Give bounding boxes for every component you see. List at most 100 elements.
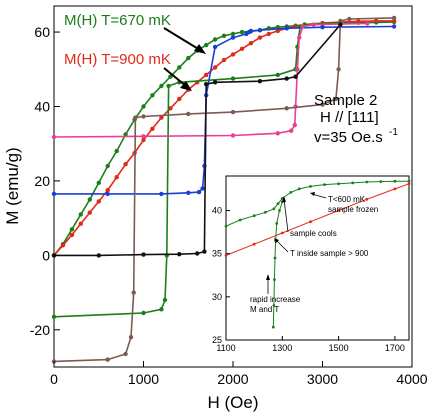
inset-data-point (365, 197, 369, 201)
inset-data-point (238, 218, 242, 222)
annotation-field-direction: H // [111] (320, 109, 379, 126)
arrow-900mk-head (180, 81, 192, 91)
inset-data-point (407, 182, 411, 186)
data-point (257, 28, 263, 33)
data-point (230, 52, 236, 57)
data-point (195, 251, 200, 256)
data-point (96, 199, 102, 204)
data-point (202, 249, 207, 254)
data-point (105, 191, 110, 197)
inset-data-point (393, 187, 397, 191)
data-point (266, 31, 271, 37)
inset-data-point (289, 191, 293, 194)
y-axis-label: M (emu/g) (3, 147, 22, 224)
data-point (292, 122, 297, 128)
inset-frame (225, 175, 410, 341)
data-point (123, 351, 128, 357)
data-point (204, 42, 209, 48)
data-point (159, 83, 164, 89)
inset-data-point (365, 180, 369, 184)
x-tick-label: 2000 (217, 371, 248, 387)
data-point (338, 22, 343, 27)
data-point (289, 128, 294, 133)
inset-data-point (278, 209, 281, 212)
inset-arrow-rapid-head (266, 274, 270, 280)
data-point (186, 190, 191, 195)
data-point (123, 132, 128, 137)
data-point (186, 111, 191, 117)
annotation-sweep-rate-exponent: -1 (389, 127, 398, 138)
inset-chart: 1100 1300 1500 1700 25 30 35 40 T<600 mK sample… (212, 175, 411, 353)
data-point (114, 148, 119, 154)
inset-data-point (224, 254, 228, 257)
data-point (297, 35, 302, 40)
data-point (200, 186, 205, 191)
data-point (69, 227, 75, 232)
series-label-670mk: M(H) T=670 mK (64, 12, 171, 29)
inset-data-point (393, 179, 397, 183)
data-point (166, 83, 171, 89)
x-tick-label: 3000 (307, 371, 338, 387)
data-point (159, 115, 164, 120)
inset-data-point (252, 214, 256, 218)
data-point (123, 162, 128, 167)
y-tick-label: 0 (42, 247, 50, 263)
data-point (338, 18, 343, 24)
data-point (51, 314, 57, 319)
inset-data-point (337, 209, 340, 212)
inset-data-point (309, 185, 312, 188)
data-point (239, 29, 245, 35)
inset-data-point (273, 278, 276, 281)
inset-series-layer (224, 179, 411, 329)
data-point (212, 65, 218, 70)
inset-y-tick-label: 35 (212, 249, 222, 259)
inset-data-point (272, 304, 276, 307)
series-line (53, 17, 395, 363)
data-point (177, 65, 182, 70)
data-point (212, 80, 218, 85)
data-point (87, 197, 93, 202)
arrow-670mk (163, 27, 201, 51)
data-point (239, 46, 245, 51)
data-point (128, 335, 134, 340)
data-point (230, 133, 236, 138)
inset-data-point (224, 224, 228, 228)
data-point (365, 21, 370, 26)
data-point (114, 175, 119, 180)
data-point (257, 35, 263, 40)
inset-data-point (264, 210, 267, 214)
data-point (221, 33, 227, 38)
inset-data-point (337, 182, 340, 186)
data-point (336, 67, 341, 72)
inset-annotation-cools: sample cools (290, 229, 337, 238)
data-point (230, 35, 236, 40)
x-tick-label: 1000 (128, 371, 159, 387)
data-point (159, 191, 164, 197)
inset-arrow-cools-head (282, 196, 286, 202)
inset-tick-layer: 1100 1300 1500 1700 25 30 35 40 (212, 206, 405, 353)
series-label-900mk: M(H) T=900 mK (64, 51, 171, 68)
data-point (141, 310, 146, 316)
data-point (177, 252, 182, 257)
inset-x-tick-label: 1100 (216, 343, 235, 353)
x-tick-label: 0 (50, 371, 58, 387)
data-point (141, 104, 146, 109)
data-point (141, 137, 146, 143)
inset-arrow-frozen (311, 193, 327, 199)
inset-x-tick-label: 1300 (272, 343, 292, 353)
inset-data-point (272, 207, 276, 211)
inset-arrow-frozen-head (310, 192, 315, 196)
data-point (69, 232, 75, 238)
inset-data-point (271, 325, 275, 329)
inset-series-line (225, 183, 410, 256)
data-point (159, 307, 164, 312)
x-tick-label: 4000 (396, 371, 427, 387)
annotation-sample: Sample 2 (314, 92, 377, 109)
y-tick-label: 20 (34, 173, 50, 189)
data-point (212, 37, 218, 42)
data-point (105, 163, 110, 169)
data-point (162, 297, 168, 303)
data-point (257, 79, 263, 84)
inset-y-tick-label: 40 (212, 206, 222, 216)
inset-arrow-inside (275, 239, 289, 253)
